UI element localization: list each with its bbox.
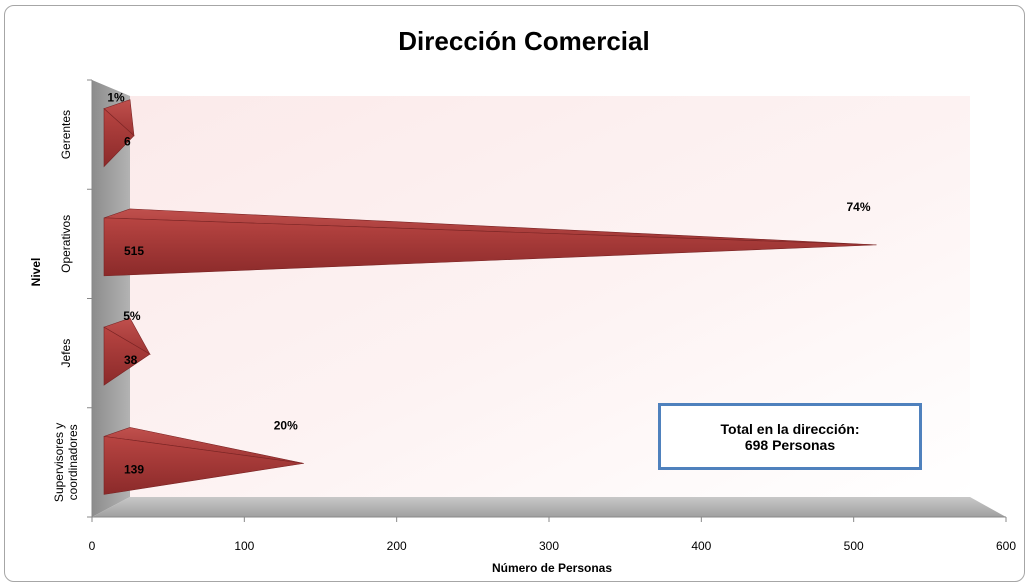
- bar-value-label: 6: [124, 135, 131, 149]
- x-tick-label: 200: [387, 539, 407, 553]
- x-tick-label: 300: [539, 539, 559, 553]
- x-axis-title: Número de Personas: [492, 561, 612, 575]
- bar-percent-label: 1%: [107, 91, 125, 105]
- category-label: Operativos: [59, 215, 73, 273]
- x-tick-label: 600: [996, 539, 1016, 553]
- x-tick-label: 0: [89, 539, 96, 553]
- bar-value-label: 38: [124, 353, 138, 367]
- x-tick-label: 400: [691, 539, 711, 553]
- category-label: Jefes: [59, 339, 73, 368]
- y-tick-marks: [87, 79, 92, 518]
- x-tick-label: 100: [234, 539, 254, 553]
- category-labels: Gerentes Operativos Jefes Supervisores y coo…: [52, 110, 80, 502]
- floor: [92, 497, 1006, 517]
- bar-front-face: [103, 217, 877, 277]
- bar-percent-label: 74%: [847, 200, 871, 214]
- bar-front-face: [103, 436, 304, 495]
- category-label: Supervisores y: [52, 423, 66, 502]
- back-wall: [130, 96, 970, 497]
- category-label: Gerentes: [59, 110, 73, 159]
- bar-front-face: [103, 107, 135, 168]
- bar-value-label: 139: [124, 462, 144, 476]
- bar-front-face: [103, 326, 151, 386]
- x-tick-label: 500: [844, 539, 864, 553]
- bars: 6 1% 515 74% 38 5% 139 20%: [103, 91, 877, 495]
- total-annotation-line2: 698 Personas: [744, 436, 836, 453]
- total-annotation-box: Total en la dirección: 698 Personas: [658, 403, 922, 470]
- bar-percent-label: 20%: [274, 418, 298, 432]
- x-axis-ticks: 0 100 200 300 400 500 600: [89, 517, 1016, 553]
- bar-percent-label: 5%: [123, 309, 141, 323]
- total-annotation-line1: Total en la dirección:: [720, 420, 860, 437]
- y-axis-title: Nivel: [29, 258, 43, 287]
- bar-value-label: 515: [124, 244, 144, 258]
- chart-title: Dirección Comercial: [398, 26, 649, 56]
- side-wall: [92, 80, 130, 517]
- category-label: coordinadores: [66, 424, 80, 500]
